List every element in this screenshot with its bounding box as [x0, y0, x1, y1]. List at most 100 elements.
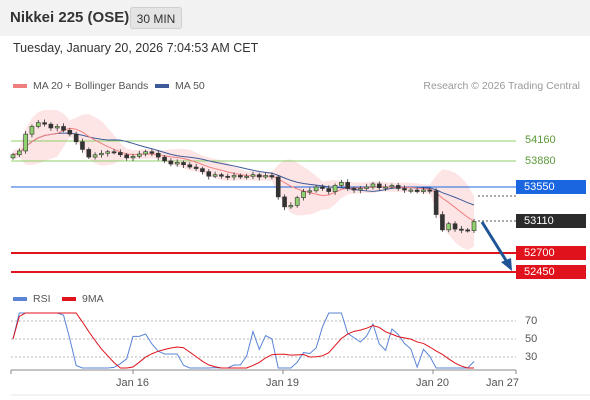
candle-down: [440, 214, 445, 231]
legend-rsi: RSI: [13, 293, 51, 305]
legend-rsi-ma-label: 9MA: [82, 293, 104, 305]
x-label-jan19: Jan 19: [266, 377, 300, 389]
ma20-swatch: [13, 84, 27, 88]
candle-up: [301, 191, 306, 198]
chart-datetime: Tuesday, January 20, 2026 7:04:53 AM CET: [13, 41, 259, 55]
candle-up: [35, 122, 41, 127]
candle-up: [231, 175, 237, 178]
candle-down: [395, 185, 401, 189]
candle-down: [42, 122, 47, 125]
resistance-label-1: 54160: [525, 134, 556, 146]
support-label-2: 52450: [516, 265, 586, 279]
candle-up: [244, 175, 249, 178]
candle-up: [294, 197, 300, 206]
rsi-path: [12, 312, 475, 369]
candle-up: [174, 162, 180, 165]
candle-up: [389, 185, 395, 188]
timeframe-button[interactable]: 30 MIN: [130, 7, 182, 29]
candle-up: [23, 133, 28, 152]
candle-up: [408, 189, 414, 192]
candle-up: [471, 221, 477, 231]
candle-down: [187, 164, 193, 168]
candle-down: [238, 175, 243, 178]
candle-up: [307, 190, 313, 193]
candle-up: [99, 152, 104, 156]
candle-up: [339, 182, 344, 186]
current-price-label: 53110: [516, 214, 586, 228]
rsi-ma-path: [12, 312, 474, 369]
candle-up: [92, 154, 98, 158]
candle-down: [376, 183, 382, 189]
forecast-arrow: [480, 221, 512, 271]
candle-down: [326, 188, 332, 192]
x-label-jan27: Jan 27: [486, 377, 520, 389]
candle-down: [124, 154, 129, 159]
candle-down: [320, 186, 325, 189]
support-label-1: 52700: [516, 246, 586, 260]
candle-up: [364, 186, 369, 189]
rsi-level-50: 50: [525, 333, 538, 345]
candle-up: [10, 154, 16, 159]
candle-up: [446, 223, 452, 231]
resistance-label-2: 53880: [525, 155, 556, 167]
candle-up: [130, 156, 136, 159]
candle-down: [256, 174, 262, 178]
candle-down: [48, 123, 54, 129]
candle-down: [80, 141, 85, 150]
rsi-line: [12, 312, 475, 369]
legend-rsi-label: RSI: [33, 293, 51, 305]
legend-ma20-label: MA 20 + Bollinger Bands: [33, 80, 149, 92]
candlesticks: [10, 119, 477, 234]
candle-down: [206, 171, 212, 177]
candle-up: [29, 126, 35, 135]
candle-up: [421, 189, 426, 192]
candle-up: [332, 185, 338, 192]
ma50-swatch: [155, 84, 169, 88]
candle-up: [358, 188, 363, 191]
candle-down: [181, 162, 186, 166]
candle-down: [118, 152, 123, 156]
candle-down: [168, 160, 174, 165]
candle-down: [193, 166, 199, 169]
candle-down: [86, 149, 92, 158]
candle-up: [263, 175, 268, 178]
rsi-level-30: 30: [525, 351, 538, 363]
candle-down: [269, 175, 275, 178]
candle-down: [225, 175, 231, 178]
x-label-jan16: Jan 16: [116, 377, 150, 389]
legend-rsi-ma: 9MA: [62, 293, 104, 305]
candle-down: [149, 151, 155, 154]
candle-down: [155, 152, 161, 158]
candle-down: [200, 168, 205, 172]
x-label-jan20: Jan 20: [416, 377, 450, 389]
candle-down: [345, 182, 350, 189]
candle-up: [137, 153, 142, 157]
bollinger-bands: [13, 109, 474, 250]
rsi-swatch: [13, 297, 27, 301]
rsi-level-70: 70: [525, 315, 538, 327]
candle-down: [402, 188, 407, 191]
candle-down: [282, 196, 287, 208]
candle-up: [143, 151, 148, 155]
candle-down: [111, 151, 117, 154]
candle-down: [414, 189, 420, 192]
candle-up: [370, 183, 376, 188]
legend-ma20: MA 20 + Bollinger Bands: [13, 80, 148, 92]
candle-down: [162, 156, 167, 162]
candle-down: [465, 229, 470, 232]
candle-down: [351, 188, 357, 191]
legend-ma50: MA 50: [155, 80, 205, 92]
candle-up: [17, 150, 22, 156]
candle-up: [383, 186, 388, 189]
research-credit: Research © 2026 Trading Central: [423, 80, 580, 92]
instrument-title: Nikkei 225 (OSE): [10, 9, 130, 26]
rsi-ma-swatch: [62, 297, 76, 301]
candle-up: [54, 126, 60, 129]
candle-up: [212, 174, 218, 177]
candle-down: [459, 228, 464, 231]
legend-ma50-label: MA 50: [175, 80, 205, 92]
candle-down: [433, 190, 439, 215]
candle-down: [427, 189, 433, 192]
candle-up: [288, 205, 294, 208]
